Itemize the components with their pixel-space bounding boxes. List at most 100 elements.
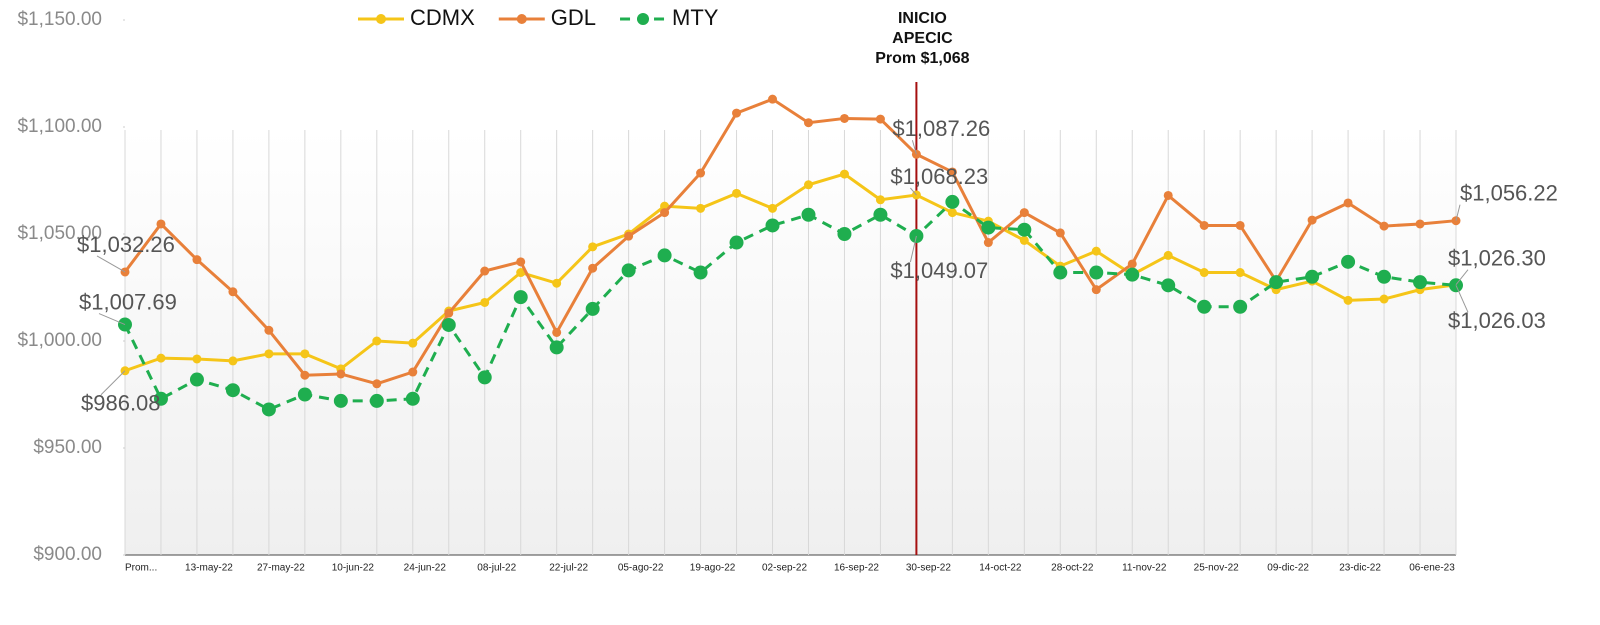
label-leader: [98, 313, 126, 326]
point: [192, 354, 202, 364]
point: [768, 94, 778, 104]
point: [696, 203, 706, 213]
legend-marker: [516, 14, 527, 24]
data-label: $1,026.30: [1448, 246, 1546, 271]
data-label: $986.08: [81, 391, 161, 416]
point: [228, 356, 238, 366]
x-tick-label: 09-dic-22: [1267, 563, 1309, 574]
point: [1235, 220, 1245, 230]
point: [1413, 275, 1428, 290]
point: [1199, 268, 1209, 278]
point: [765, 218, 780, 233]
x-tick-label: 16-sep-22: [834, 563, 879, 574]
label-leader: [910, 187, 917, 196]
point: [875, 195, 885, 205]
point: [372, 379, 382, 389]
point: [264, 349, 274, 359]
x-tick-label: 10-jun-22: [332, 563, 375, 574]
point: [1269, 275, 1284, 290]
point: [837, 227, 852, 241]
legend-item: CDMX: [358, 5, 475, 30]
point: [477, 370, 492, 385]
point: [693, 265, 708, 280]
point: [372, 336, 382, 346]
x-tick-label: 08-jul-22: [477, 563, 516, 574]
point: [657, 248, 672, 263]
x-tick-label: 19-ago-22: [690, 563, 736, 574]
point: [588, 263, 598, 273]
point: [264, 325, 274, 335]
point: [696, 168, 706, 178]
point: [1343, 198, 1353, 208]
y-tick-label: $900.00: [33, 544, 102, 565]
point: [369, 393, 384, 408]
x-tick-label: 30-sep-22: [906, 563, 951, 574]
legend-label: MTY: [672, 5, 719, 30]
point: [585, 301, 600, 316]
point: [873, 207, 888, 222]
point: [192, 255, 202, 265]
legend-label: GDL: [551, 5, 596, 30]
data-label: $1,026.03: [1448, 308, 1546, 333]
point: [1091, 285, 1101, 295]
legend-label: CDMX: [410, 5, 475, 30]
label-leader: [911, 140, 917, 155]
series-line: [124, 172, 1457, 373]
point: [1127, 259, 1137, 269]
x-tick-label: 02-sep-22: [762, 563, 807, 574]
point: [947, 208, 957, 218]
point: [588, 242, 598, 252]
legend-marker: [376, 14, 386, 24]
point: [261, 402, 276, 417]
data-label: $1,007.69: [79, 289, 177, 314]
plot-background: [125, 130, 1456, 555]
y-tick-label: $1,100.00: [17, 116, 102, 137]
point: [801, 207, 816, 222]
point: [516, 257, 526, 267]
point: [480, 297, 490, 307]
point: [768, 203, 778, 213]
y-tick-label: $1,050.00: [17, 223, 102, 244]
x-tick-label: 23-dic-22: [1339, 563, 1381, 574]
point: [441, 317, 456, 332]
point: [1089, 265, 1104, 280]
point: [1019, 208, 1029, 218]
point: [156, 353, 166, 363]
point: [513, 290, 528, 305]
x-tick-label: 14-oct-22: [979, 563, 1022, 574]
point: [1019, 235, 1029, 245]
point: [803, 118, 813, 128]
legend-marker: [637, 13, 650, 25]
data-label: $1,068.23: [890, 164, 988, 189]
point: [1235, 268, 1245, 278]
point: [1161, 278, 1176, 293]
point: [549, 340, 564, 355]
data-label: $1,049.07: [890, 258, 988, 283]
x-tick-label: 11-nov-22: [1122, 563, 1167, 574]
point: [1233, 299, 1248, 314]
point: [228, 287, 238, 297]
point: [156, 219, 166, 229]
point: [1017, 222, 1032, 237]
x-tick-label: 25-nov-22: [1194, 563, 1239, 574]
legend-item: GDL: [498, 5, 596, 30]
x-tick-label: 24-jun-22: [404, 563, 447, 574]
point: [480, 266, 490, 276]
point: [297, 387, 312, 402]
legend-item: MTY: [620, 5, 719, 30]
label-leader: [96, 255, 126, 273]
y-tick-label: $950.00: [33, 437, 102, 458]
point: [1379, 221, 1389, 231]
point: [1379, 294, 1389, 304]
point: [729, 235, 744, 250]
point: [516, 268, 526, 278]
point: [732, 188, 742, 198]
data-label: $1,087.26: [892, 116, 990, 141]
point: [803, 180, 813, 190]
x-tick-label: 27-may-22: [257, 563, 305, 574]
label-leader: [1455, 204, 1461, 221]
label-leader: [909, 235, 917, 263]
point: [839, 113, 849, 123]
point: [1197, 299, 1212, 314]
